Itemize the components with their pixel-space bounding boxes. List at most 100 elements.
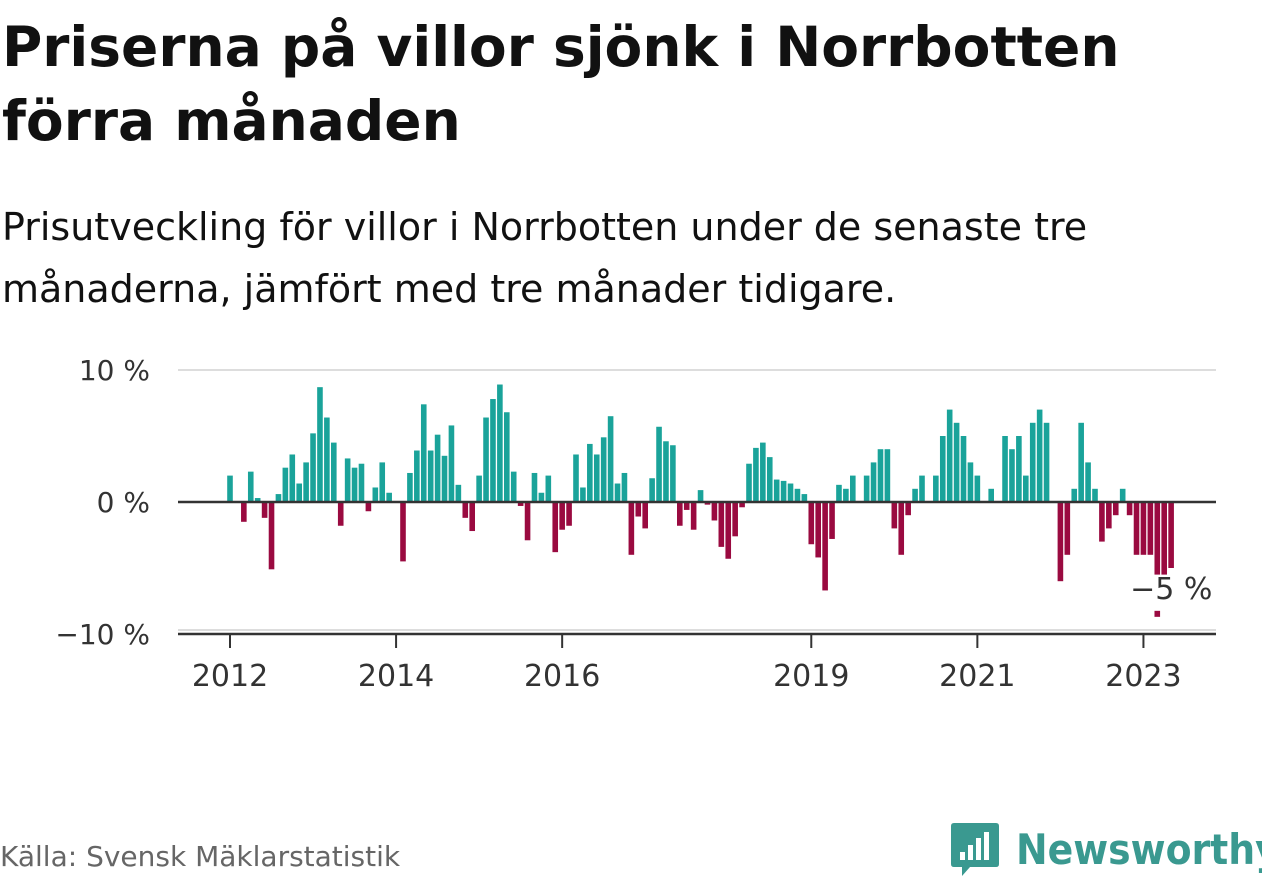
- bar: [773, 479, 780, 502]
- x-axis-ticks: 2012 2014 2016 2019 2021 2023: [192, 634, 1182, 694]
- bar: [344, 458, 351, 502]
- bar: [483, 417, 489, 502]
- bar: [1119, 488, 1126, 502]
- bar: [227, 475, 233, 502]
- bar: [621, 472, 628, 502]
- bar: [427, 450, 434, 502]
- bar: [1140, 502, 1147, 555]
- bar: [379, 462, 386, 502]
- bar: [531, 472, 538, 502]
- bar: [607, 416, 614, 502]
- bar: [414, 450, 420, 502]
- bar: [711, 502, 718, 521]
- bar: [1106, 502, 1112, 529]
- bar: [1154, 502, 1161, 575]
- bar: [296, 483, 302, 502]
- bar: [504, 412, 510, 502]
- brand[interactable]: Newsworthy: [950, 818, 1262, 880]
- bar: [469, 502, 475, 532]
- bar: [400, 502, 406, 562]
- bar: [725, 502, 732, 559]
- bar: [441, 455, 448, 502]
- bar: [1036, 409, 1043, 502]
- bar: [600, 437, 607, 502]
- bar: [1078, 422, 1084, 502]
- bar: [538, 492, 545, 502]
- bar: [552, 502, 559, 553]
- bar: [317, 387, 323, 502]
- bar: [386, 492, 392, 502]
- bar: [898, 502, 905, 555]
- bar: [254, 498, 261, 502]
- bar: [1099, 502, 1105, 542]
- bar: [919, 475, 925, 502]
- bar: [939, 436, 946, 502]
- bar: [1085, 462, 1091, 502]
- bar: [683, 502, 690, 510]
- bar: [870, 462, 877, 502]
- bar: [282, 467, 289, 502]
- bar: [241, 502, 247, 522]
- bar: [303, 462, 309, 502]
- source-note: Källa: Svensk Mäklarstatistik: [0, 840, 401, 873]
- bar: [704, 502, 711, 505]
- bar: [337, 502, 344, 526]
- bar: [1023, 475, 1029, 502]
- bar: [656, 426, 662, 502]
- bar: [1043, 422, 1050, 502]
- bar: [850, 475, 856, 502]
- bar: [780, 480, 787, 502]
- bar: [1029, 422, 1036, 502]
- bar: [545, 475, 552, 502]
- bars: [227, 384, 1174, 591]
- newsworthy-logo-icon: [951, 823, 999, 876]
- x-tick-label: 2023: [1105, 659, 1181, 694]
- bar: [967, 462, 974, 502]
- bar: [462, 502, 469, 518]
- bar: [877, 449, 884, 502]
- bar: [829, 502, 835, 539]
- bar: [670, 445, 676, 502]
- bar: [268, 502, 275, 570]
- y-axis-tick-labels: 10 % 0 % −10 %: [55, 354, 150, 651]
- bar: [289, 454, 296, 502]
- bar: [1071, 488, 1078, 502]
- annotation-marker: [1154, 610, 1161, 617]
- bar: [766, 457, 773, 502]
- annotation-label: −5 %: [1130, 572, 1212, 607]
- bar: [794, 488, 801, 502]
- bar: [988, 488, 994, 502]
- bar: [1112, 502, 1119, 516]
- bar: [1064, 502, 1071, 555]
- bar: [974, 475, 981, 502]
- bar: [642, 502, 648, 529]
- bar: [787, 483, 794, 502]
- bar: [331, 442, 337, 502]
- bar: [739, 502, 745, 508]
- bar: [420, 404, 427, 502]
- bar: [946, 409, 953, 502]
- bar: [517, 502, 524, 506]
- bar: [1057, 502, 1064, 582]
- x-tick-label: 2014: [358, 659, 434, 694]
- bar: [275, 494, 282, 502]
- bar: [247, 471, 254, 502]
- bar: [1092, 488, 1098, 502]
- bar: [891, 502, 898, 529]
- bar: [587, 443, 593, 502]
- bar: [746, 463, 752, 502]
- bar: [365, 502, 372, 512]
- bar: [718, 502, 725, 547]
- bar: [434, 434, 441, 502]
- bar: [324, 417, 330, 502]
- bar: [677, 502, 683, 526]
- bar: [1133, 502, 1140, 555]
- bar: [753, 447, 759, 502]
- bar: [635, 502, 642, 517]
- y-tick-label: 10 %: [79, 354, 150, 387]
- bar: [358, 463, 365, 502]
- bar: [801, 494, 808, 502]
- bar: [490, 399, 496, 502]
- bar: [510, 471, 517, 502]
- bar: [497, 384, 503, 502]
